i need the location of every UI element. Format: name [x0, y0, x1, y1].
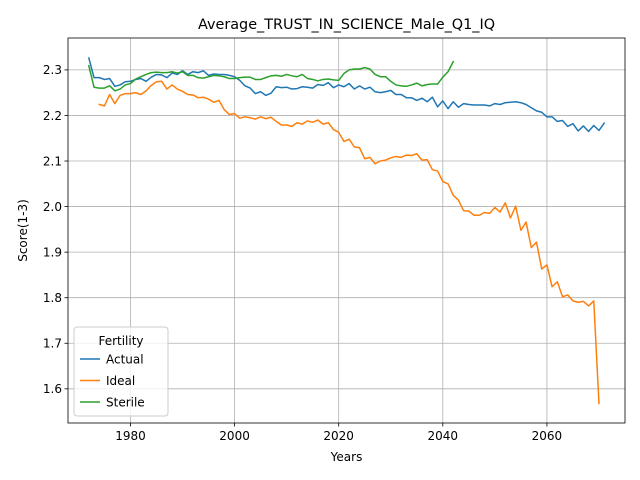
y-tick-label: 2.0	[43, 200, 62, 214]
y-tick-label: 1.8	[43, 291, 62, 305]
legend-label-ideal: Ideal	[106, 374, 135, 388]
x-tick-label: 1980	[115, 429, 146, 443]
x-tick-label: 2040	[428, 429, 459, 443]
x-axis-title: Years	[330, 450, 363, 464]
x-tick-label: 2000	[219, 429, 250, 443]
y-tick-label: 1.6	[43, 382, 62, 396]
legend-label-actual: Actual	[106, 353, 144, 367]
x-tick-label: 2020	[323, 429, 354, 443]
y-tick-label: 1.7	[43, 337, 62, 351]
legend-label-sterile: Sterile	[106, 396, 145, 410]
chart-title: Average_TRUST_IN_SCIENCE_Male_Q1_IQ	[198, 17, 495, 33]
y-tick-label: 2.2	[43, 109, 62, 123]
y-tick-label: 1.9	[43, 245, 62, 259]
y-tick-label: 2.1	[43, 154, 62, 168]
x-tick-label: 2060	[532, 429, 563, 443]
y-axis-title: Score(1-3)	[16, 199, 30, 262]
legend: Fertility Actual Ideal Sterile	[74, 327, 168, 416]
y-tick-label: 2.3	[43, 63, 62, 77]
legend-title: Fertility	[98, 334, 143, 348]
